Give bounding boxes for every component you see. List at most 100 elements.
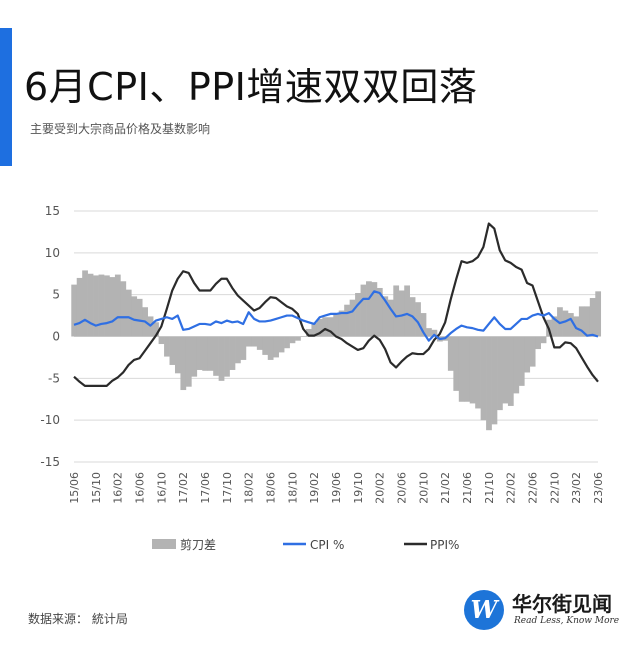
x-tick-label: 16/10 bbox=[155, 472, 168, 504]
scissors-bar bbox=[76, 277, 83, 337]
scissors-bar bbox=[104, 275, 110, 337]
y-tick-label: 10 bbox=[45, 246, 60, 260]
scissors-bar bbox=[202, 336, 209, 371]
scissors-bar bbox=[393, 285, 400, 337]
scissors-bar bbox=[344, 304, 350, 337]
brand-logo: W 华尔街见闻 Read Less, Know More bbox=[464, 588, 634, 634]
scissors-bar bbox=[491, 336, 498, 425]
x-tick-label: 22/10 bbox=[548, 472, 561, 504]
x-tick-label: 18/02 bbox=[243, 472, 256, 504]
data-source-note: 数据来源： 統计局 bbox=[28, 612, 128, 626]
x-tick-label: 16/06 bbox=[134, 472, 147, 504]
scissors-bar bbox=[278, 336, 285, 353]
scissors-bar bbox=[295, 336, 301, 341]
scissors-bar bbox=[486, 336, 492, 431]
x-tick-label: 21/10 bbox=[483, 472, 496, 504]
scissors-bar bbox=[82, 270, 88, 337]
scissors-bar bbox=[316, 318, 323, 337]
scissors-bar bbox=[382, 296, 389, 337]
scissors-bar bbox=[120, 281, 127, 337]
scissors-bar bbox=[300, 336, 307, 337]
scissors-bar bbox=[185, 336, 192, 387]
legend-label-scissors: 剪刀差 bbox=[180, 537, 216, 552]
scissors-bar bbox=[349, 299, 356, 337]
scissors-bar bbox=[262, 336, 269, 355]
scissors-bar bbox=[311, 323, 318, 337]
scissors-bar bbox=[224, 336, 230, 377]
scissors-bar bbox=[426, 328, 432, 337]
brand-logo-mark: W bbox=[464, 590, 504, 630]
legend-swatch-scissors bbox=[152, 539, 176, 549]
scissors-bar bbox=[158, 336, 165, 345]
title-accent-bar bbox=[0, 28, 12, 166]
scissors-bar bbox=[497, 336, 503, 411]
y-tick-label: -15 bbox=[40, 455, 60, 469]
scissors-bar bbox=[431, 329, 438, 337]
scissors-bar bbox=[174, 336, 181, 374]
scissors-bar bbox=[207, 336, 214, 371]
scissors-bar bbox=[366, 281, 372, 337]
scissors-bar bbox=[420, 313, 427, 337]
scissors-bar bbox=[589, 298, 596, 337]
scissors-bar bbox=[164, 336, 170, 357]
legend-label-ppi: PPI% bbox=[430, 538, 459, 552]
x-tick-label: 17/06 bbox=[199, 472, 212, 504]
scissors-bar bbox=[196, 336, 203, 370]
scissors-bar bbox=[360, 284, 367, 337]
scissors-bar bbox=[327, 317, 334, 337]
y-tick-label: 5 bbox=[52, 288, 60, 302]
scissors-bar bbox=[595, 291, 602, 337]
y-tick-label: -5 bbox=[48, 371, 60, 385]
scissors-bar bbox=[355, 292, 361, 337]
scissors-bar bbox=[404, 285, 410, 337]
y-tick-label: -10 bbox=[40, 413, 60, 427]
scissors-bar bbox=[584, 306, 591, 337]
y-tick-label: 15 bbox=[45, 204, 60, 218]
scissors-bar bbox=[333, 313, 340, 337]
x-tick-label: 15/10 bbox=[90, 472, 103, 504]
scissors-bar bbox=[125, 289, 132, 337]
scissors-bar bbox=[169, 336, 176, 365]
x-tick-label: 17/10 bbox=[221, 472, 234, 504]
x-tick-label: 19/06 bbox=[330, 472, 343, 504]
x-tick-label: 17/02 bbox=[177, 472, 190, 504]
scissors-bar bbox=[267, 336, 274, 360]
scissors-bar bbox=[273, 336, 279, 358]
scissors-bar bbox=[284, 336, 290, 349]
scissors-bar bbox=[338, 310, 345, 337]
x-tick-label: 19/10 bbox=[352, 472, 365, 504]
brand-logo-letter: W bbox=[470, 595, 498, 624]
x-tick-label: 20/10 bbox=[417, 472, 430, 504]
scissors-bar bbox=[153, 322, 159, 337]
scissors-bar bbox=[93, 275, 99, 337]
scissors-bar bbox=[502, 336, 509, 404]
scissors-bar bbox=[567, 313, 574, 337]
scissors-bar bbox=[251, 336, 258, 347]
scissors-bar bbox=[535, 336, 541, 350]
scissors-bar bbox=[322, 317, 329, 337]
scissors-bar bbox=[256, 336, 263, 350]
scissors-bar bbox=[109, 277, 116, 337]
x-tick-label: 19/02 bbox=[308, 472, 321, 504]
scissors-bar bbox=[398, 290, 405, 337]
scissors-bar bbox=[475, 336, 481, 409]
x-tick-label: 21/06 bbox=[461, 472, 474, 504]
scissors-bar bbox=[551, 316, 558, 337]
scissors-bar bbox=[71, 284, 78, 337]
scissors-bar bbox=[191, 336, 198, 377]
scissors-bar bbox=[464, 336, 471, 402]
scissors-bar bbox=[131, 296, 138, 337]
scissors-bar bbox=[578, 306, 585, 337]
cpi-line bbox=[73, 290, 599, 342]
scissors-bar bbox=[289, 336, 296, 344]
scissors-bar bbox=[229, 336, 236, 370]
scissors-bar bbox=[458, 336, 465, 402]
scissors-bar bbox=[562, 310, 569, 337]
scissors-bar bbox=[371, 282, 378, 337]
scissors-bar bbox=[98, 274, 105, 337]
scissors-bar bbox=[513, 336, 520, 394]
y-tick-label: 0 bbox=[52, 330, 60, 344]
x-tick-label: 21/02 bbox=[439, 472, 452, 504]
scissors-bar bbox=[245, 336, 252, 347]
x-tick-label: 23/02 bbox=[570, 472, 583, 504]
